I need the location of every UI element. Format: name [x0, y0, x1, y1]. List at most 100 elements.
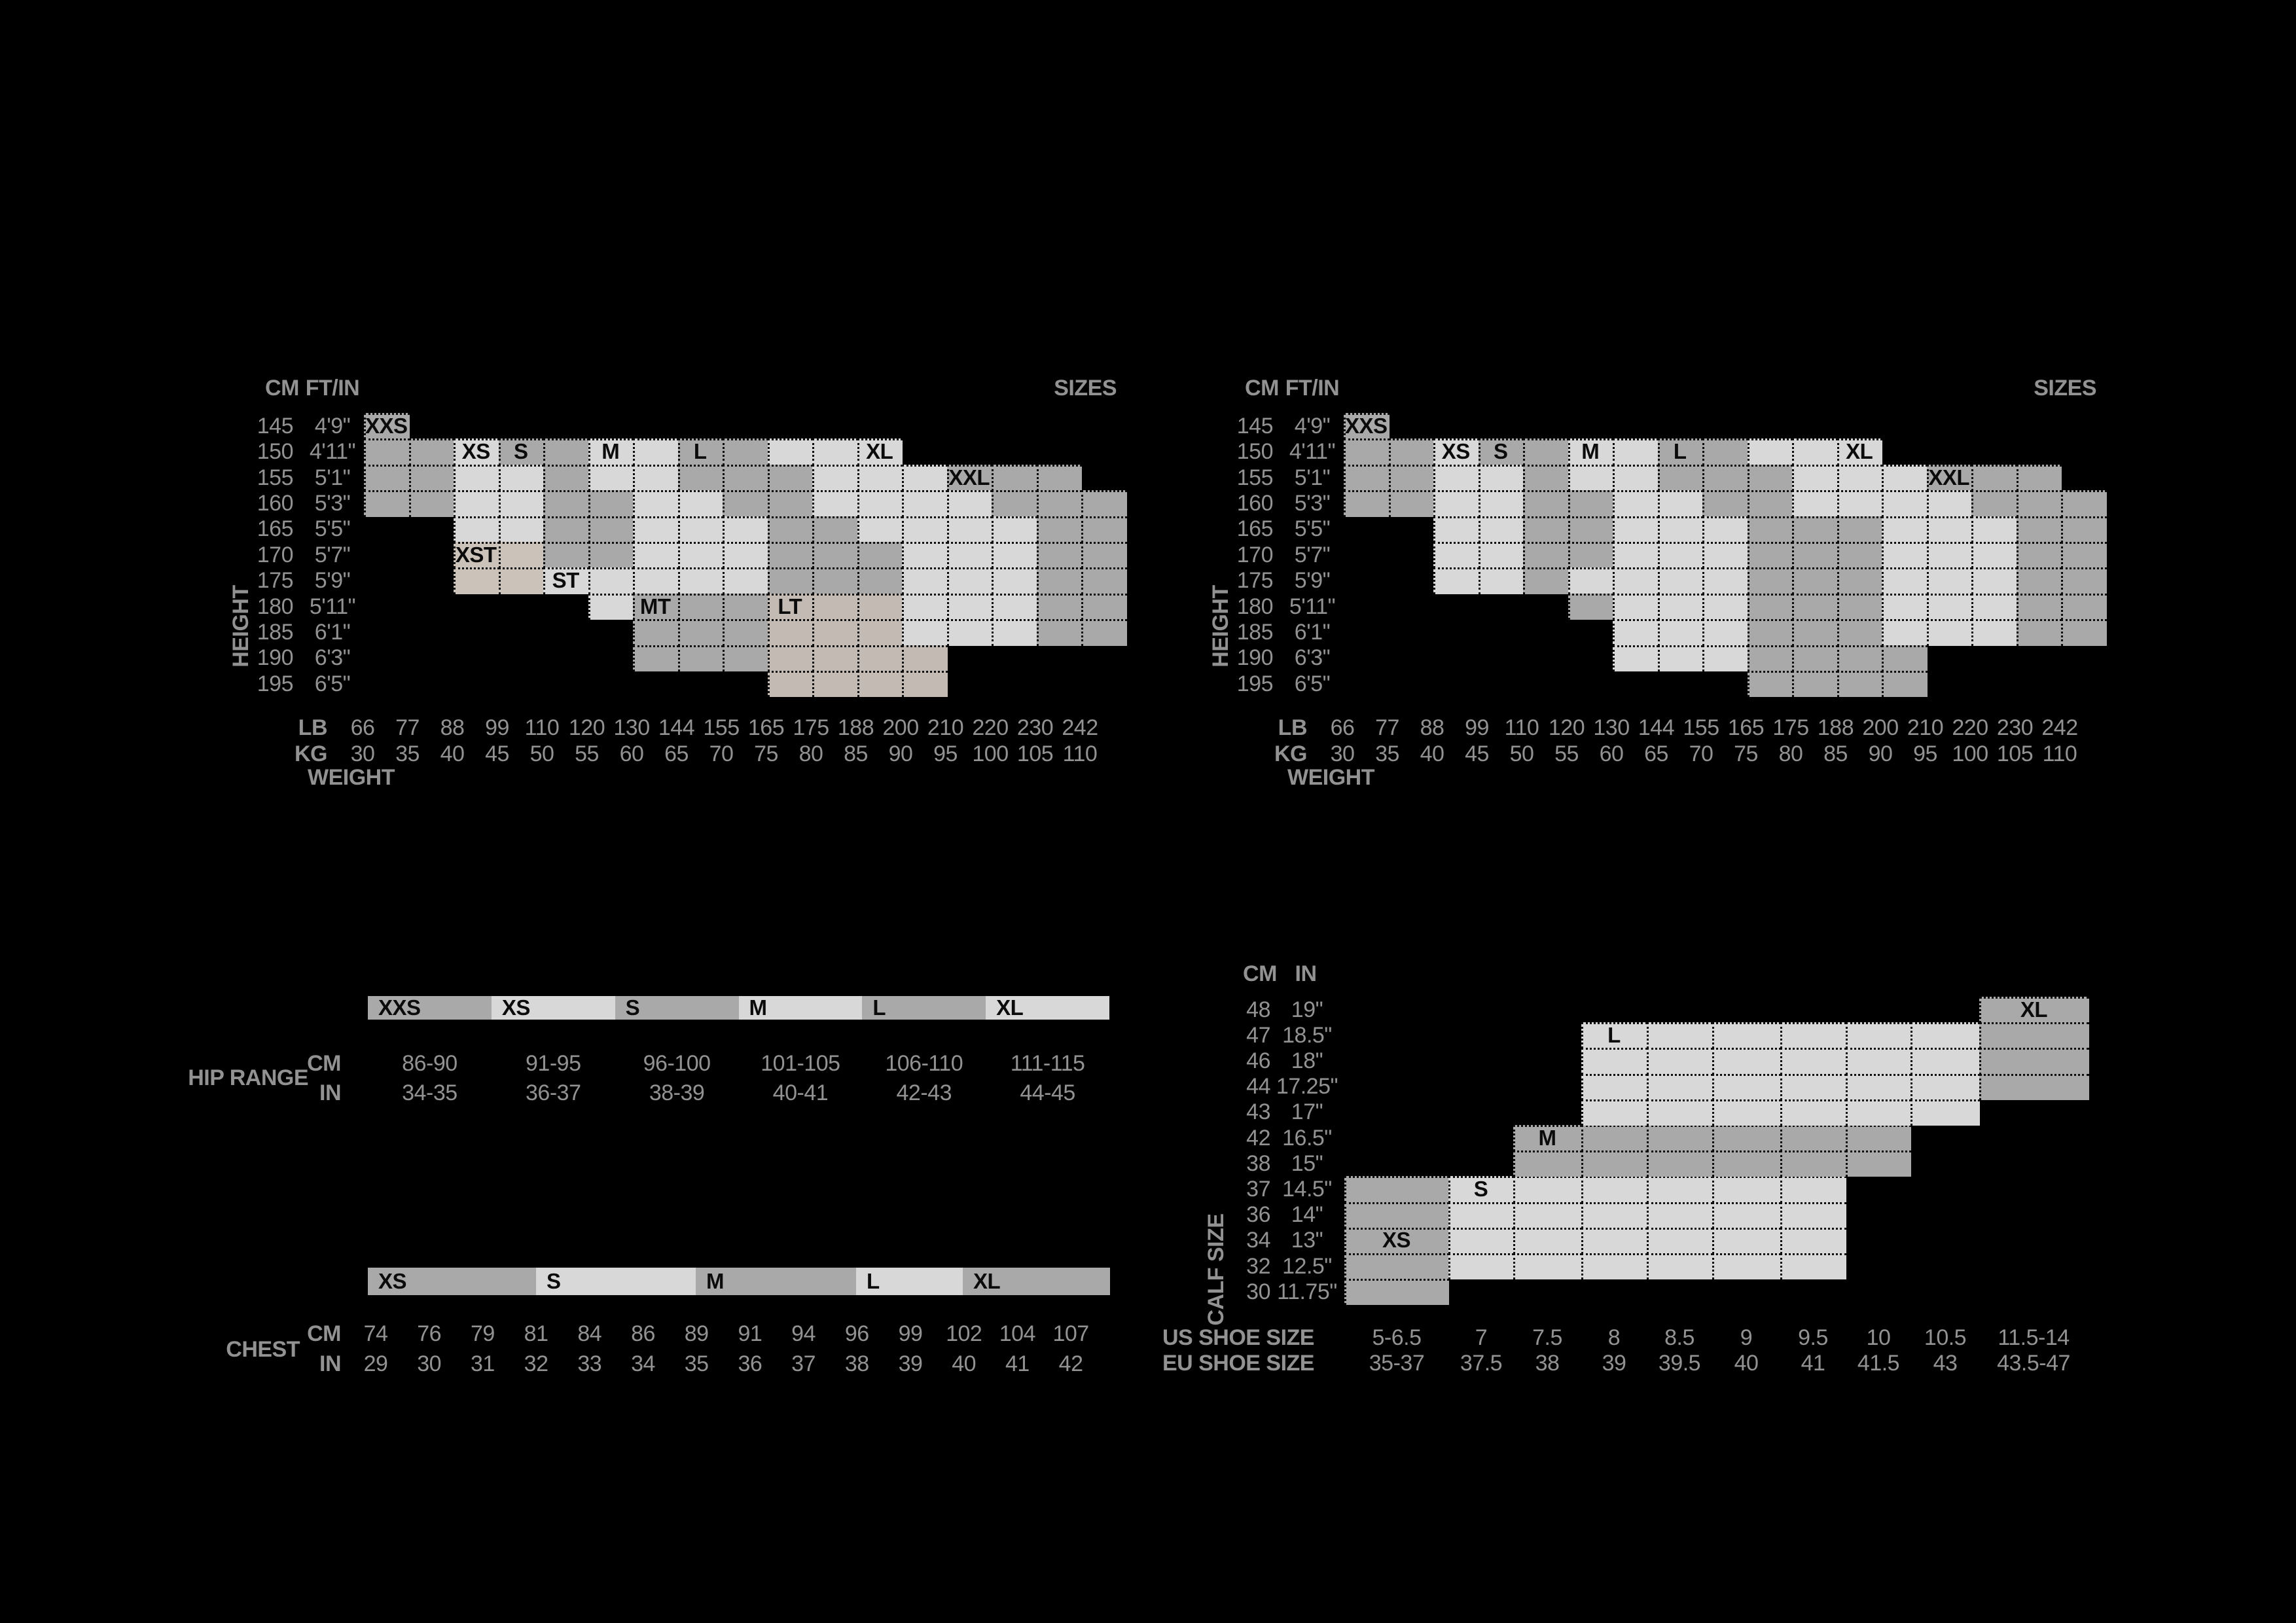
- size-grid-cell: [677, 593, 723, 620]
- size-grid-cell: [1568, 438, 1613, 465]
- calf-in-label: 18.5": [1282, 1022, 1332, 1048]
- weight-axis-label: WEIGHT: [308, 765, 395, 790]
- us-shoe-size-value: 7: [1475, 1325, 1488, 1350]
- chest-cm-value: 94: [791, 1321, 816, 1346]
- chest-cm-row-label: CM: [307, 1321, 341, 1346]
- chest-in-value: 36: [738, 1351, 762, 1376]
- size-grid-cell: [812, 671, 858, 698]
- size-grid-cell: [364, 413, 410, 440]
- calf-region-cell-l: [1712, 1073, 1781, 1100]
- size-grid-cell: [1747, 542, 1793, 569]
- size-grid-cell: [408, 490, 454, 517]
- chest-bar-segment-s: [536, 1268, 696, 1295]
- calf-region-cell-l: [1581, 1073, 1647, 1100]
- size-grid-cell: [902, 671, 948, 698]
- weight-lb-label: 220: [972, 715, 1009, 740]
- height-ftin-label: 5'5": [314, 516, 351, 542]
- weight-kg-label: 100: [972, 741, 1009, 766]
- weight-lb-label: 188: [1817, 715, 1854, 740]
- calf-region-cell-l: [1647, 1048, 1713, 1075]
- size-grid-cell: [1568, 516, 1613, 543]
- calf-region-cell-l: [1846, 1048, 1911, 1075]
- size-grid-cell: [1657, 542, 1703, 569]
- size-grid-cell: [1344, 490, 1390, 517]
- size-label-xs: XS: [461, 439, 491, 464]
- height-cm-label: 170: [1236, 542, 1274, 567]
- chest-cm-value: 86: [631, 1321, 655, 1346]
- height-cm-label: 160: [1236, 490, 1274, 516]
- size-grid-cell: [2016, 516, 2062, 543]
- chest-in-value: 38: [844, 1351, 869, 1376]
- size-grid-cell: [633, 438, 679, 465]
- weight-kg-label: 110: [2042, 741, 2077, 766]
- calf-region-cell-s: [1581, 1202, 1647, 1228]
- size-grid-cell: [1344, 413, 1390, 440]
- size-grid-cell: [767, 464, 813, 491]
- height-cm-label: 170: [257, 542, 294, 567]
- calf-cm-label: 34: [1246, 1228, 1270, 1253]
- size-grid-cell: [633, 516, 679, 543]
- weight-kg-label: 60: [619, 741, 644, 766]
- calf-cm-label: 32: [1246, 1253, 1270, 1279]
- calf-region-cell-m: [1780, 1125, 1846, 1152]
- calf-region-cell-l: [1712, 1048, 1781, 1075]
- size-grid-cell: [723, 438, 768, 465]
- size-grid-cell: [498, 490, 544, 517]
- chest-cm-value: 104: [999, 1321, 1036, 1346]
- calf-region-cell-m: [1846, 1150, 1911, 1177]
- calf-region-cell-l: [1910, 1048, 1980, 1075]
- size-grid-cell: [992, 593, 1037, 620]
- calf-region-cell-s: [1780, 1227, 1846, 1254]
- calf-region-cell-s: [1780, 1253, 1846, 1280]
- calf-region-cell-l: [1647, 1022, 1713, 1049]
- size-grid-cell: [1388, 464, 1434, 491]
- size-grid-cell: [543, 438, 589, 465]
- size-grid-cell: [812, 645, 858, 671]
- size-grid-cell: [364, 438, 410, 465]
- calf-region-cell-s: [1513, 1176, 1582, 1203]
- height-cm-label: 185: [1236, 619, 1274, 645]
- calf-region-cell-s: [1647, 1253, 1713, 1280]
- size-grid-cell: [812, 619, 858, 646]
- size-grid-cell: [2016, 593, 2062, 620]
- weight-kg-label: 90: [888, 741, 913, 766]
- weight-kg-label: 40: [1420, 741, 1444, 766]
- hip-in-value: 34-35: [402, 1080, 457, 1105]
- size-grid-cell: [1747, 619, 1793, 646]
- weight-kg-label: 30: [350, 741, 375, 766]
- calf-region-cell-l: [1712, 1099, 1781, 1126]
- hip-size-label-s: S: [625, 995, 640, 1020]
- size-grid-cell: [498, 542, 544, 569]
- eu-shoe-size-value: 37.5: [1460, 1351, 1503, 1376]
- size-grid-cell: [1433, 516, 1479, 543]
- chest-in-value: 42: [1058, 1351, 1083, 1376]
- size-grid-cell: [588, 490, 634, 517]
- size-grid-cell: [1971, 542, 2017, 569]
- size-label-xxl: XXL: [1928, 465, 1970, 490]
- size-grid-cell: [1837, 542, 1882, 569]
- size-grid-cell: [857, 490, 903, 517]
- size-grid-cell: [857, 671, 903, 698]
- size-grid-cell: [902, 619, 948, 646]
- calf-in-label: 17.25": [1276, 1074, 1338, 1099]
- size-grid-cell: [1702, 516, 1748, 543]
- size-grid-cell: [992, 464, 1037, 491]
- size-grid-cell: [1926, 619, 1972, 646]
- weight-lb-label: 66: [1330, 715, 1355, 740]
- size-grid-cell: [2061, 516, 2107, 543]
- chest-in-value: 35: [684, 1351, 709, 1376]
- us-shoe-size-value: 5-6.5: [1372, 1325, 1422, 1350]
- size-grid-cell: [1792, 567, 1838, 594]
- hip-size-label-l: L: [872, 995, 886, 1020]
- size-label-s: S: [1493, 439, 1508, 464]
- size-grid-cell: [723, 645, 768, 671]
- size-grid-cell: [1613, 490, 1659, 517]
- size-grid-cell: [1523, 438, 1569, 465]
- height-cm-label: 195: [1236, 671, 1274, 696]
- weight-lb-label: 242: [2041, 715, 2078, 740]
- calf-region-cell-s: [1647, 1227, 1713, 1254]
- size-grid-cell: [992, 490, 1037, 517]
- us-shoe-size-value: 10.5: [1924, 1325, 1967, 1350]
- size-grid-cell: [1478, 516, 1524, 543]
- calf-cm-label: 44: [1246, 1074, 1270, 1099]
